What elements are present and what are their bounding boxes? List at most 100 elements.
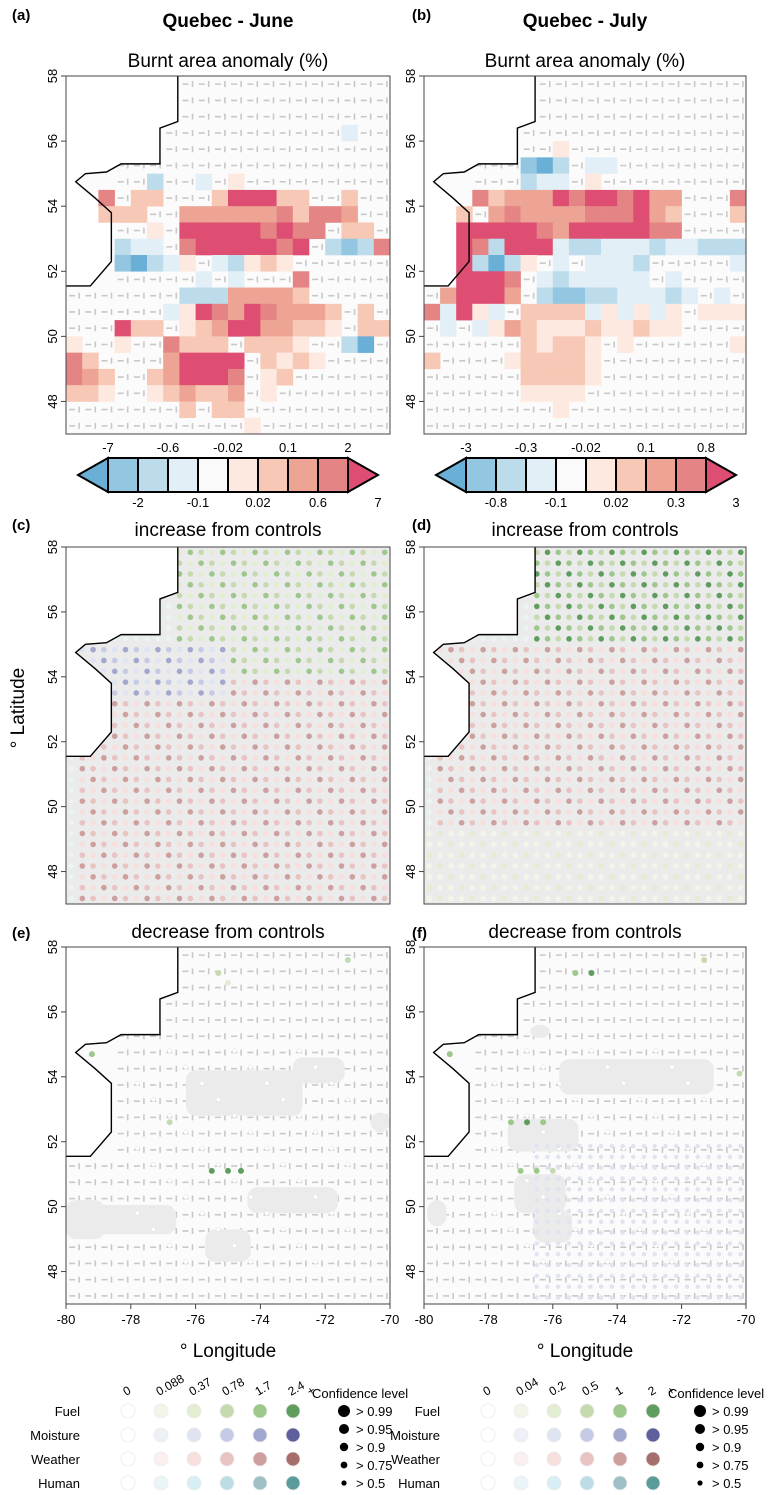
driver-dot xyxy=(737,841,744,848)
driver-dot xyxy=(523,571,529,577)
driver-dot xyxy=(306,679,312,685)
driver-dot xyxy=(544,765,551,772)
anomaly-cell xyxy=(276,287,294,305)
driver-dot xyxy=(338,581,345,588)
driver-dot xyxy=(598,852,605,859)
driver-dot xyxy=(79,690,86,696)
driver-dot xyxy=(327,646,334,653)
driver-dot xyxy=(491,765,497,772)
driver-dot xyxy=(427,777,432,782)
driver-dot xyxy=(491,863,497,869)
driver-dot xyxy=(219,809,226,815)
driver-dot xyxy=(263,809,269,815)
driver-dot xyxy=(630,549,637,556)
driver-dot xyxy=(338,744,345,750)
driver-dot xyxy=(673,765,680,772)
driver-dot xyxy=(360,614,366,621)
driver-dot xyxy=(306,657,312,664)
anomaly-cell xyxy=(163,368,180,386)
driver-dot xyxy=(619,711,626,718)
driver-dot xyxy=(263,755,269,761)
driver-dot xyxy=(69,603,74,609)
anomaly-cell xyxy=(729,206,747,223)
driver-dot xyxy=(566,549,572,556)
driver-dot xyxy=(176,787,183,794)
driver-dot xyxy=(241,679,248,685)
driver-dot xyxy=(695,571,701,577)
driver-dot xyxy=(598,679,605,685)
column-title-july: Quebec - July xyxy=(523,11,648,32)
driver-dot xyxy=(458,700,465,707)
driver-dot xyxy=(480,549,486,555)
driver-dot xyxy=(381,765,388,772)
driver-dot xyxy=(501,755,508,761)
driver-dot xyxy=(641,830,647,837)
anomaly-cell xyxy=(424,352,441,370)
driver-dot xyxy=(501,722,508,729)
anomaly-cell xyxy=(260,303,277,321)
driver-dot xyxy=(155,841,161,848)
driver-dot xyxy=(458,798,465,804)
driver-dot xyxy=(727,549,733,556)
anomaly-cell xyxy=(585,336,602,353)
small-dot xyxy=(232,1178,237,1184)
driver-dot xyxy=(512,700,519,707)
driver-dot xyxy=(209,549,215,556)
driver-dot xyxy=(641,744,647,750)
driver-dot xyxy=(630,571,637,577)
driver-dot xyxy=(684,625,690,631)
driver-dot xyxy=(437,690,444,696)
driver-dot xyxy=(338,646,345,653)
driver-dot xyxy=(327,690,334,696)
anomaly-cell xyxy=(504,271,521,288)
driver-dot xyxy=(349,690,356,696)
driver-dot xyxy=(133,700,140,707)
driver-dot xyxy=(480,819,486,826)
driver-dot xyxy=(619,657,626,664)
driver-dot xyxy=(155,722,161,729)
driver-dot xyxy=(695,733,701,740)
driver-dot xyxy=(727,755,733,761)
driver-dot xyxy=(727,798,733,804)
driver-dot xyxy=(716,614,723,621)
driver-dot xyxy=(609,830,615,837)
panel-letter: (e) xyxy=(12,925,30,942)
driver-dot xyxy=(534,690,540,696)
driver-dot xyxy=(230,884,237,891)
driver-dot xyxy=(295,744,302,750)
driver-dot xyxy=(241,830,248,837)
driver-dot xyxy=(252,895,258,902)
anomaly-cell xyxy=(276,368,294,386)
driver-dot xyxy=(737,884,744,891)
driver-dot xyxy=(641,614,647,621)
driver-dot xyxy=(112,560,118,566)
anomaly-cell xyxy=(292,271,310,288)
driver-dot xyxy=(133,646,140,653)
driver-dot xyxy=(111,809,118,815)
driver-dot xyxy=(306,765,312,772)
driver-dot xyxy=(534,787,540,794)
driver-dot xyxy=(349,819,356,826)
driver-dot xyxy=(684,830,690,837)
driver-dot xyxy=(69,658,74,663)
small-dot xyxy=(264,1210,270,1216)
driver-dot xyxy=(338,668,345,675)
anomaly-cell xyxy=(568,189,586,207)
anomaly-cell xyxy=(601,303,618,321)
driver-dot xyxy=(576,603,583,610)
driver-dot xyxy=(544,560,551,566)
driver-dot xyxy=(79,895,86,902)
driver-dot xyxy=(230,603,237,610)
driver-dot xyxy=(619,755,626,761)
driver-dot xyxy=(673,895,680,902)
driver-dot xyxy=(630,668,637,675)
driver-dot xyxy=(90,700,96,707)
driver-dot xyxy=(566,657,572,664)
anomaly-cell xyxy=(66,352,83,370)
driver-dot xyxy=(90,625,96,631)
anomaly-cell xyxy=(472,189,489,207)
driver-dot xyxy=(566,711,572,718)
small-dot xyxy=(167,1113,173,1119)
driver-dot xyxy=(90,744,96,750)
driver-dot xyxy=(165,744,172,750)
